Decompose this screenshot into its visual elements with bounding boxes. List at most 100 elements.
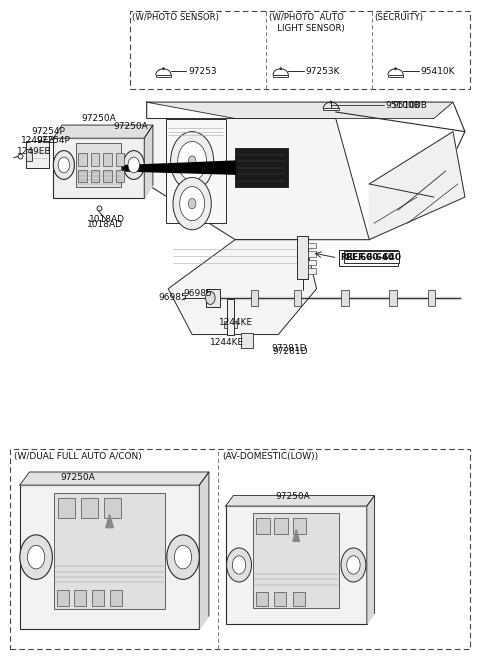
Circle shape [341,548,366,582]
Text: 97253K: 97253K [306,67,340,76]
Polygon shape [144,125,153,198]
Bar [156,75,171,77]
Bar [389,290,397,306]
Text: 97254P: 97254P [36,136,71,144]
Polygon shape [293,529,300,541]
Circle shape [123,151,144,179]
Bar [53,138,144,198]
Text: 95100B: 95100B [385,101,420,110]
Bar [273,75,288,77]
Circle shape [167,535,199,579]
Text: (SECRUITY): (SECRUITY) [374,13,423,22]
Text: 1249EB: 1249EB [21,136,55,144]
Bar [78,170,87,182]
Bar [103,153,112,166]
Bar [104,498,121,518]
Bar [54,493,165,609]
Circle shape [170,132,214,190]
Text: (AV-DOMESTIC(LOW)): (AV-DOMESTIC(LOW)) [222,453,318,461]
Bar [91,153,99,166]
Text: 96985: 96985 [158,293,187,302]
Bar [227,298,234,335]
Circle shape [128,157,140,173]
Text: 1018AD: 1018AD [89,215,125,224]
Circle shape [178,142,206,180]
Bar [103,170,112,182]
Bar [308,260,316,265]
Bar [116,170,124,182]
Circle shape [330,101,332,104]
Circle shape [227,548,252,582]
Circle shape [280,68,282,70]
Circle shape [53,151,74,179]
Circle shape [395,68,396,70]
Bar [110,590,122,606]
Bar [74,590,86,606]
Circle shape [27,545,45,569]
Text: REF.60-640: REF.60-640 [340,253,394,262]
Text: 1244KE: 1244KE [210,338,244,347]
Bar [275,518,288,533]
Bar [20,485,199,629]
Bar [428,290,435,306]
Bar [78,153,87,166]
Bar [235,148,288,187]
Circle shape [188,156,196,167]
Text: (W/PHOTO SENSOR): (W/PHOTO SENSOR) [132,13,219,22]
Bar [10,449,470,649]
Text: REF.60-640: REF.60-640 [345,253,401,262]
Text: 96985: 96985 [183,289,212,298]
Polygon shape [147,119,369,239]
Text: 1249EB: 1249EB [17,147,52,155]
Bar [116,153,124,166]
Text: 95100B: 95100B [392,101,427,110]
Text: 97250A: 97250A [60,473,95,482]
Text: 97250A: 97250A [275,493,310,501]
Text: 97281D: 97281D [272,347,308,356]
Bar [275,592,287,605]
Circle shape [188,198,196,209]
Text: 1244KE: 1244KE [218,318,252,327]
Bar [224,321,227,328]
Bar [130,10,470,89]
Circle shape [163,68,164,70]
Circle shape [205,291,215,304]
Text: 97250A: 97250A [82,114,116,123]
Polygon shape [106,514,113,527]
Circle shape [347,556,360,574]
Circle shape [58,157,70,173]
Bar [76,144,121,186]
Bar [293,518,306,533]
Bar [91,170,99,182]
Bar [298,236,308,279]
Bar [25,142,48,168]
Text: 97254P: 97254P [31,127,65,136]
Text: 95410K: 95410K [420,67,455,76]
Circle shape [232,556,246,574]
Bar [294,290,301,306]
Text: 97253: 97253 [188,67,217,76]
Bar [308,268,316,274]
Bar [226,506,367,624]
Text: (W/PHOTO  AUTO
   LIGHT SENSOR): (W/PHOTO AUTO LIGHT SENSOR) [269,13,345,33]
Bar [388,75,403,77]
Bar [338,250,398,266]
Bar [251,290,258,306]
Text: 97250A: 97250A [113,122,148,131]
Bar [293,592,305,605]
Bar [253,512,339,607]
Bar [234,321,237,328]
Bar [166,119,226,223]
Bar [256,518,270,533]
Bar [25,150,32,161]
Polygon shape [367,495,374,624]
Text: 1018AD: 1018AD [87,220,123,229]
Polygon shape [53,125,153,138]
Circle shape [173,177,211,230]
Polygon shape [20,472,209,485]
Bar [341,290,349,306]
Polygon shape [123,161,235,174]
Polygon shape [147,102,465,239]
Polygon shape [369,132,465,239]
Bar [57,590,69,606]
